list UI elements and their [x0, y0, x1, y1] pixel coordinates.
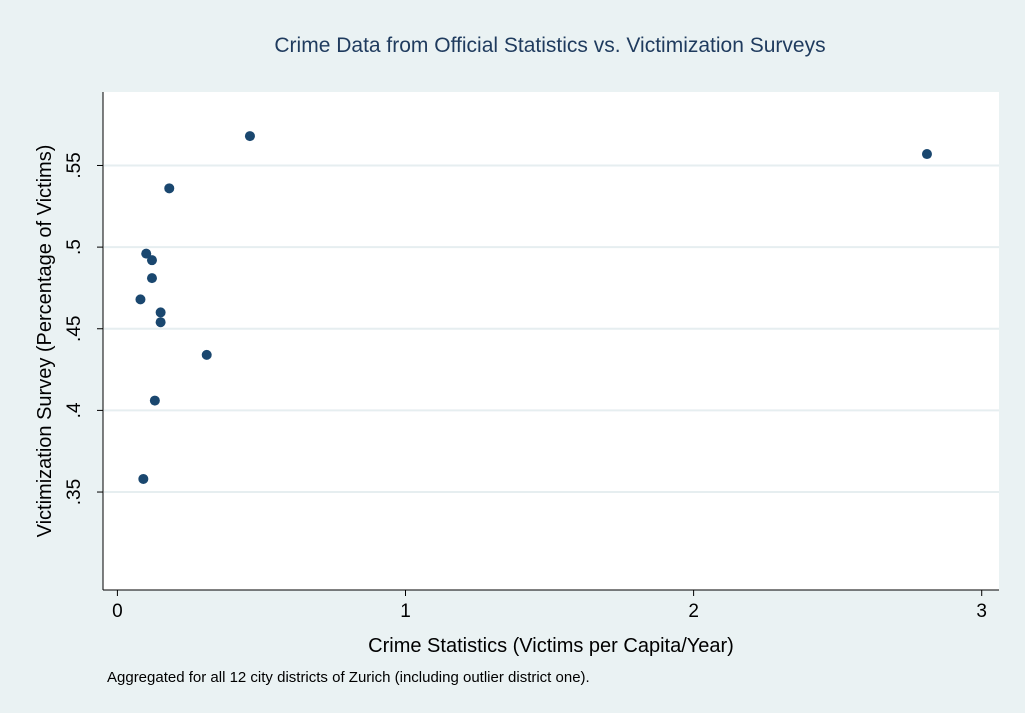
x-tick-label: 3 [976, 601, 987, 622]
data-point [146, 273, 157, 284]
data-point [244, 131, 255, 142]
gridlines [104, 164, 999, 494]
data-point [135, 294, 146, 305]
data-point [921, 149, 932, 160]
ticks: .35 .4 .45 .5 .55 0 1 2 3 [64, 152, 987, 622]
chart-note: Aggregated for all 12 city districts of … [107, 669, 590, 686]
data-point [155, 317, 166, 328]
y-tick-label: .45 [64, 316, 85, 342]
x-tick-label: 1 [400, 601, 411, 622]
data-point [201, 349, 212, 360]
y-tick-label: .35 [64, 479, 85, 505]
data-point [138, 473, 149, 484]
chart-title: Crime Data from Official Statistics vs. … [274, 34, 825, 57]
x-axis-title: Crime Statistics (Victims per Capita/Yea… [368, 635, 734, 657]
y-tick-label: .4 [64, 402, 85, 418]
data-point [141, 248, 152, 259]
x-tick-label: 2 [688, 601, 699, 622]
data-point [149, 395, 160, 406]
data-point [146, 255, 157, 266]
plot-area [103, 92, 999, 590]
data-point [164, 183, 175, 194]
y-tick-label: .55 [64, 152, 85, 178]
data-points [135, 131, 932, 484]
y-axis-title: Victimization Survey (Percentage of Vict… [34, 145, 56, 538]
x-tick-label: 0 [112, 601, 123, 622]
y-tick-label: .5 [64, 239, 85, 255]
data-point [155, 307, 166, 318]
